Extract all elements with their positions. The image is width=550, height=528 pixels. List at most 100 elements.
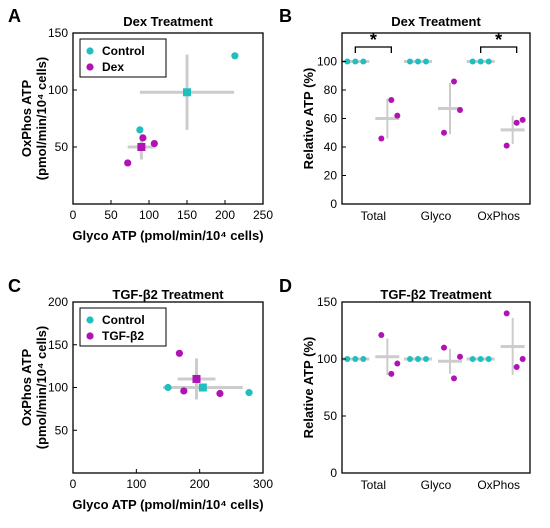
treatment-point [503, 310, 510, 317]
significance-label: * [370, 30, 377, 50]
treatment-point [441, 344, 447, 351]
significance-bracket [480, 46, 518, 53]
x-tick-label: 50 [104, 208, 118, 222]
control-point [485, 356, 492, 362]
y-axis-label-line2: (pmol/min/10⁴ cells) [34, 326, 49, 449]
treatment-point [519, 116, 526, 123]
y-axis-label-line1: OxPhos ATP [19, 80, 34, 158]
mean-marker [192, 374, 201, 383]
x-tick-label: 100 [139, 208, 159, 222]
category-label: Total [361, 209, 386, 223]
treatment-point [394, 360, 401, 367]
y-tick-label: 100 [48, 83, 68, 97]
panel-C: C TGF-β2 Treatment 0 100 200 300 50 100 150 200 Gl… [8, 276, 273, 512]
legend-label: Control [102, 44, 145, 58]
y-tick-label: 200 [48, 295, 68, 309]
control-point [423, 58, 429, 65]
x-tick-label: 100 [126, 477, 146, 491]
panel-A: A Dex Treatment 0 50 100 150 200 250 50 100 150 Gly… [8, 6, 273, 243]
mean-marker [183, 88, 191, 97]
control-point [423, 356, 429, 362]
treatment-point [513, 363, 520, 370]
control-point [352, 58, 359, 65]
plot-frame [341, 301, 531, 474]
y-axis-label: Relative ATP (%) [301, 337, 316, 439]
mean-marker [137, 143, 146, 151]
treatment-point [457, 106, 463, 113]
control-point [477, 356, 484, 362]
treatment-point [519, 356, 526, 362]
category-label: Glyco [421, 478, 452, 492]
legend: Control TGF-β2 [79, 307, 167, 347]
panel-label: C [8, 276, 21, 296]
data-point [231, 52, 239, 60]
data-point [175, 349, 183, 357]
x-axis-label: Glyco ATP (pmol/min/10⁴ cells) [72, 497, 263, 512]
y-tick-label: 50 [55, 140, 69, 154]
treatment-point [441, 129, 447, 136]
data-point [139, 134, 147, 142]
category-label: Total [361, 478, 386, 492]
data-point [180, 387, 188, 395]
legend-label: TGF-β2 [102, 329, 144, 343]
treatment-point [388, 370, 395, 377]
x-tick-label: 200 [215, 208, 235, 222]
data-point [164, 383, 172, 392]
control-point [469, 356, 476, 362]
significance-bracket [354, 46, 392, 53]
y-tick-label: 150 [48, 26, 68, 40]
y-axis-label-line2: (pmol/min/10⁴ cells) [34, 57, 49, 180]
control-point [344, 356, 351, 362]
y-tick-label: 0 [330, 197, 337, 211]
treatment-point [451, 78, 457, 85]
y-tick-label: 50 [324, 409, 338, 423]
data-point [245, 389, 253, 397]
panel-B: B Dex Treatment Total Glyco OxPhos * * 0 20 40 60 8… [279, 6, 531, 223]
y-tick-label: 60 [324, 112, 338, 126]
treatment-point [513, 119, 520, 126]
legend-marker [86, 316, 94, 324]
plot-frame [72, 32, 264, 205]
category-label: OxPhos [477, 478, 520, 492]
control-point [407, 356, 413, 362]
legend-label: Dex [102, 60, 124, 74]
data-point [150, 139, 158, 148]
panel-label: A [8, 6, 21, 26]
y-axis-label: Relative ATP (%) [301, 68, 316, 170]
x-axis-label: Glyco ATP (pmol/min/10⁴ cells) [72, 228, 263, 243]
control-point [415, 356, 421, 362]
treatment-point [394, 112, 401, 119]
plot-frame [341, 32, 531, 205]
x-tick-label: 300 [253, 477, 273, 491]
y-tick-label: 80 [324, 83, 338, 97]
y-tick-label: 100 [48, 381, 68, 395]
panel-D: D TGF-β2 Treatment Total Glyco OxPhos 0 50 100 1… [279, 276, 531, 492]
data-point [136, 126, 144, 134]
control-point [485, 58, 492, 65]
x-tick-label: 200 [190, 477, 210, 491]
panel-title: TGF-β2 Treatment [380, 287, 492, 302]
panel-title: Dex Treatment [123, 14, 213, 29]
category-label: Glyco [421, 209, 452, 223]
mean-marker [198, 383, 207, 392]
y-tick-label: 40 [324, 140, 338, 154]
legend-marker [86, 47, 94, 55]
legend-marker [86, 332, 94, 340]
panel-label: D [279, 276, 292, 296]
data-point [124, 159, 132, 167]
x-tick-label: 150 [177, 208, 197, 222]
x-tick-label: 250 [253, 208, 273, 222]
y-tick-label: 150 [48, 338, 68, 352]
significance-label: * [495, 30, 502, 50]
control-point [415, 58, 421, 65]
y-tick-label: 100 [317, 55, 337, 69]
y-tick-label: 150 [317, 295, 337, 309]
treatment-point [457, 353, 463, 360]
panel-label: B [279, 6, 292, 26]
control-point [360, 58, 367, 65]
treatment-point [503, 142, 510, 149]
control-point [407, 58, 413, 65]
treatment-point [378, 332, 385, 339]
control-point [360, 356, 367, 362]
x-tick-label: 0 [70, 208, 77, 222]
